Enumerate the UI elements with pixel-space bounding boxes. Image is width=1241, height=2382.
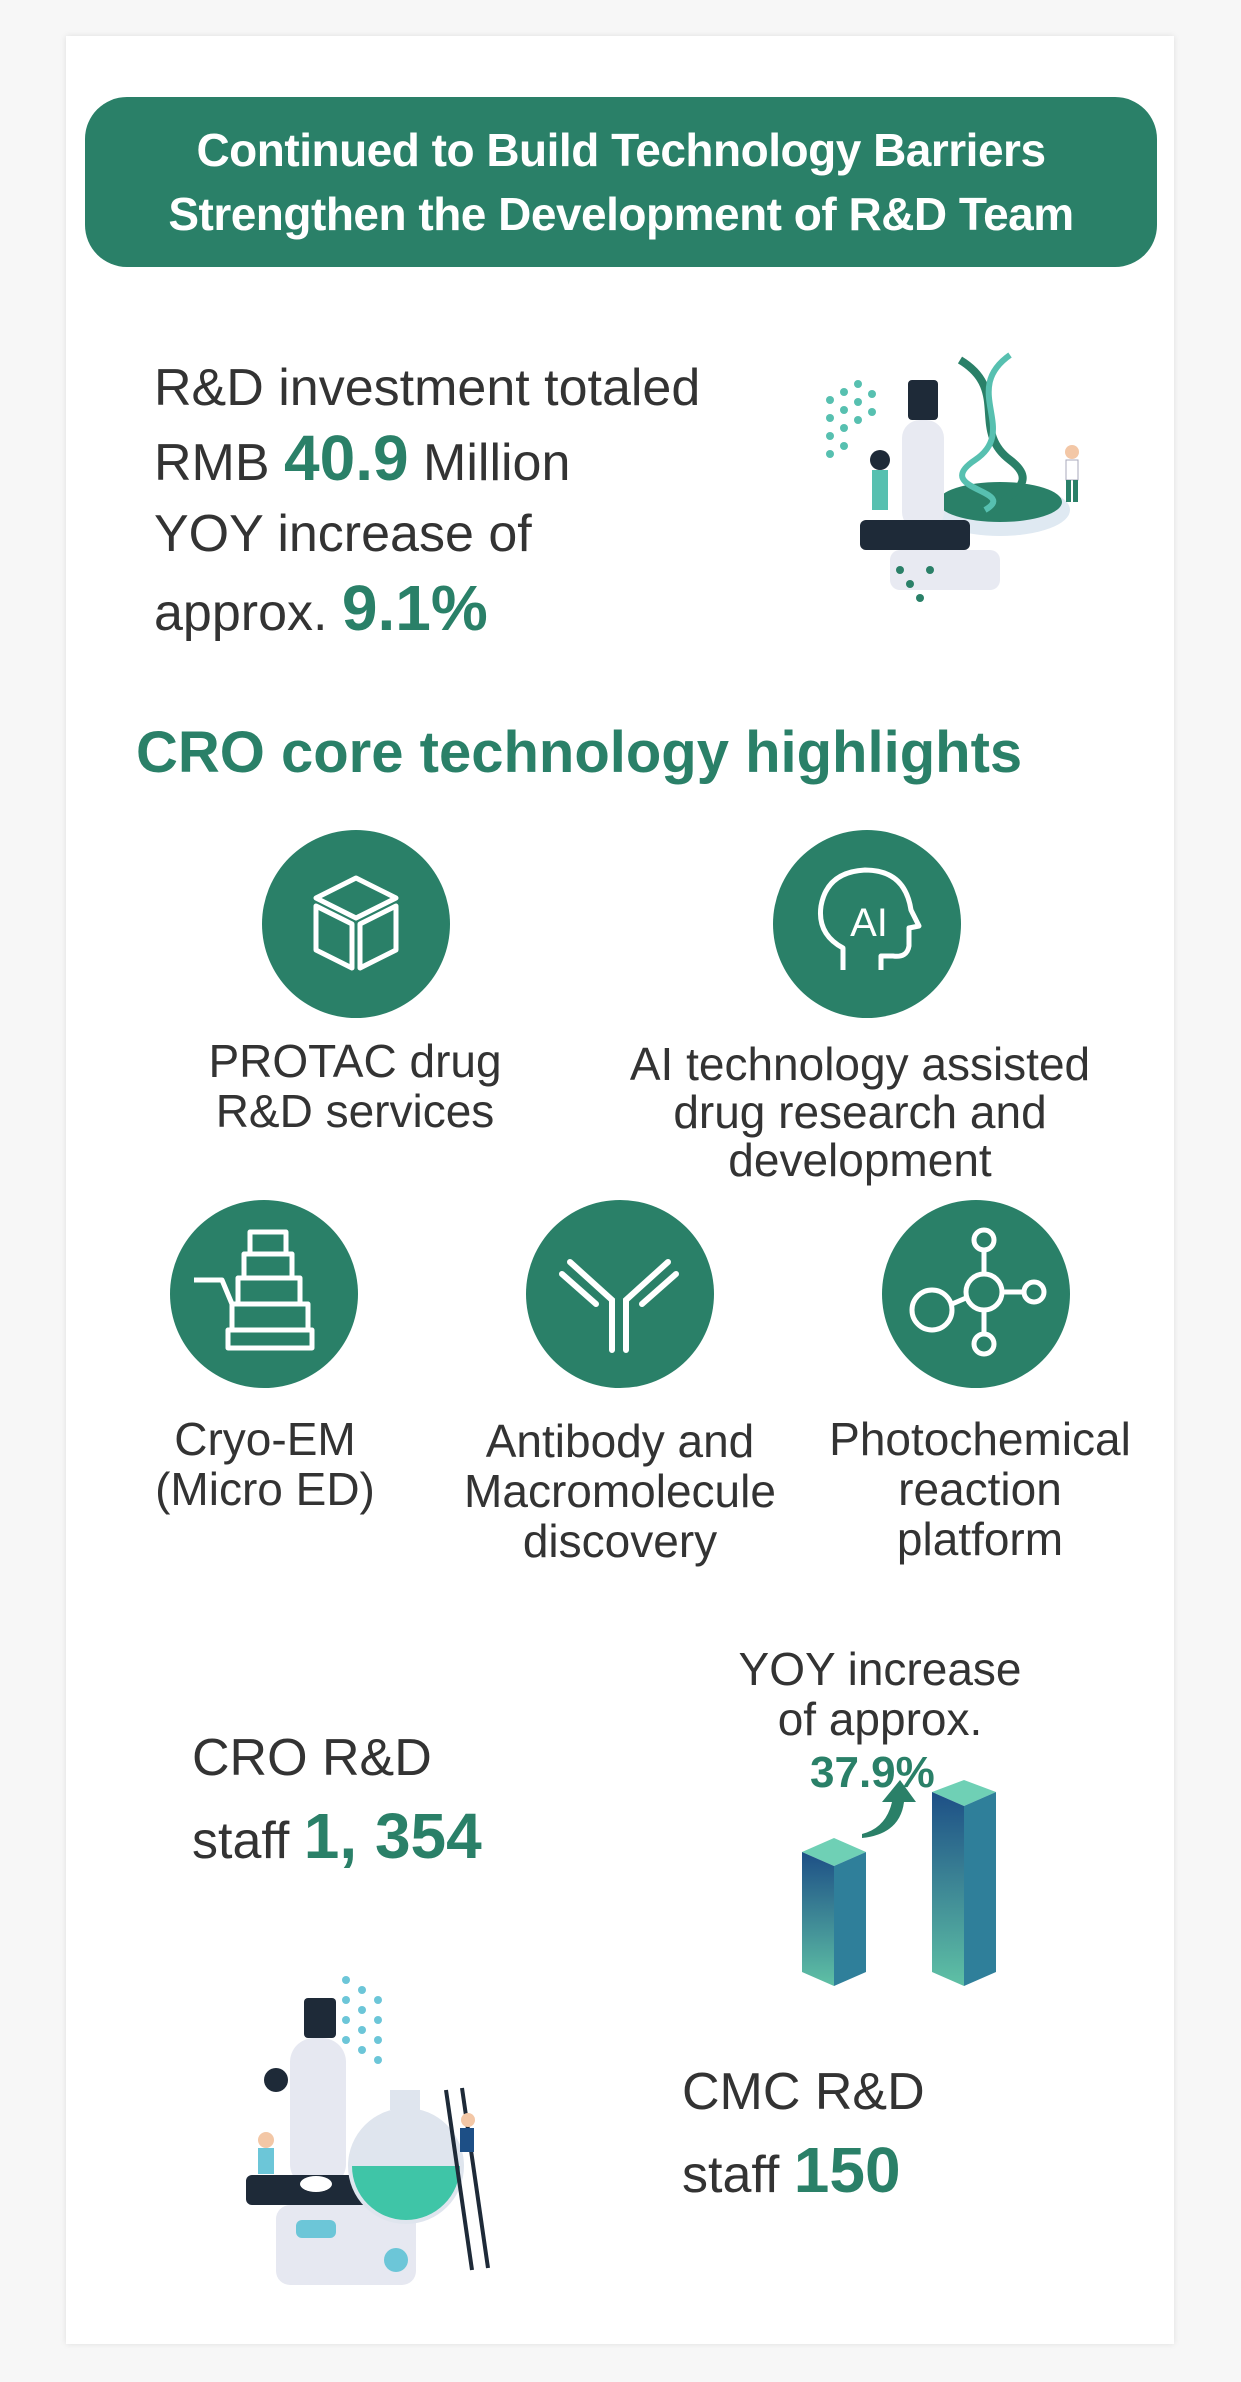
investment-line-4: approx. 9.1% (154, 576, 488, 643)
ai-label: AI technology assisted drug research and… (600, 1040, 1120, 1184)
photochem-label: Photochemical reaction platform (800, 1414, 1160, 1564)
bar-large (932, 1780, 996, 1986)
cube-icon (313, 875, 399, 971)
growth-label-line: of approx. (777, 1693, 983, 1745)
banner-line-1: Continued to Build Technology Barriers (196, 124, 1046, 176)
photochem-label-line: Photochemical (829, 1413, 1131, 1465)
cmc-staff-prefix: staff (682, 2146, 780, 2204)
cryo-em-label-line: (Micro ED) (155, 1463, 375, 1515)
photochem-label-line: reaction (898, 1463, 1062, 1515)
antibody-label-line: Antibody and (485, 1415, 755, 1467)
growth-percent: 37.9% (810, 1748, 935, 1797)
growth-label-line: YOY increase (738, 1643, 1022, 1695)
cro-staff-prefix: staff (192, 1812, 290, 1870)
cro-staff-line-1: CRO R&D (192, 1729, 432, 1787)
investment-percent: 9.1% (341, 572, 488, 644)
investment-line-3: YOY increase of (154, 505, 532, 563)
cryo-em-label-line: Cryo-EM (174, 1413, 356, 1465)
ai-badge: AI (773, 830, 961, 1018)
section-title: CRO core technology highlights (136, 720, 1023, 785)
cmc-staff-line-2: staff 150 (682, 2138, 901, 2205)
investment-line-1: R&D investment totaled (154, 359, 701, 417)
cmc-staff-line-1: CMC R&D (682, 2063, 925, 2121)
investment-line-2: RMB 40.9 Million (154, 426, 571, 493)
investment-amount: 40.9 (284, 422, 409, 494)
antibody-badge (526, 1200, 714, 1388)
ai-head-icon: AI (817, 867, 922, 970)
antibody-label-line: Macromolecule (464, 1465, 776, 1517)
photochem-badge (882, 1200, 1070, 1388)
protac-label-line: PROTAC drug (208, 1035, 502, 1087)
antibody-icon (559, 1259, 679, 1353)
protac-label: PROTAC drug R&D services (150, 1036, 560, 1136)
cryo-em-label: Cryo-EM (Micro ED) (120, 1414, 410, 1514)
photochem-label-line: platform (896, 1513, 1064, 1565)
investment-approx: approx. (154, 584, 328, 642)
ai-label-line: development (728, 1134, 992, 1186)
protac-label-line: R&D services (215, 1085, 495, 1137)
bar-small (802, 1838, 866, 1986)
growth-label: YOY increase of approx. (700, 1644, 1060, 1744)
antibody-label: Antibody and Macromolecule discovery (432, 1416, 808, 1566)
molecule-node-icon (909, 1227, 1047, 1357)
up-arrow-icon (862, 1780, 916, 1838)
cryo-em-icon (194, 1229, 315, 1351)
ai-label-line: drug research and (673, 1086, 1047, 1138)
banner-line-2: Strengthen the Development of R&D Team (168, 188, 1074, 240)
antibody-label-line: discovery (522, 1515, 718, 1567)
cro-staff-value: 1, 354 (303, 1800, 482, 1872)
cro-staff-line-2: staff 1, 354 (192, 1804, 482, 1871)
lab-illustration-bottom (246, 1976, 490, 2285)
cryo-em-badge (170, 1200, 358, 1388)
cmc-staff-value: 150 (793, 2134, 901, 2206)
lab-illustration-top (826, 352, 1079, 602)
protac-badge (262, 830, 450, 1018)
growth-bars (802, 1780, 996, 1986)
svg-text:AI: AI (850, 901, 888, 945)
investment-unit: Million (423, 434, 571, 492)
header-banner: Continued to Build Technology Barriers S… (85, 97, 1157, 267)
ai-label-line: AI technology assisted (629, 1038, 1091, 1090)
investment-prefix: RMB (154, 434, 270, 492)
